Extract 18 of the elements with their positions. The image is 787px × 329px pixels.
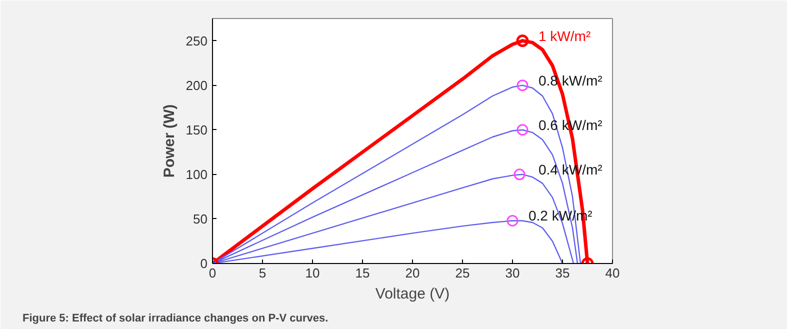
x-tick-label: 35 [555,266,570,280]
x-tick-label: 20 [405,266,420,280]
series-label: 1 kW/m² [538,28,591,44]
y-tick-label: 150 [186,122,208,138]
y-tick-label: 100 [186,166,208,182]
y-axis-title: Power (W) [160,104,178,178]
x-tick-label: 40 [605,266,620,280]
x-axis-title: Voltage (V) [375,286,450,302]
y-tick-label: 250 [186,33,208,48]
x-tick-label: 25 [455,266,470,280]
x-tick-label: 15 [355,266,370,280]
y-tick-label: 50 [193,211,208,226]
caption: Figure 5: Effect of solar irradiance changes on P-V curves. [22,312,328,324]
x-tick-label: 30 [505,266,520,280]
x-tick-label: 5 [258,266,266,280]
y-tick-label: 200 [186,78,208,93]
x-tick-label: 10 [305,266,320,280]
y-tick-label: 0 [200,256,208,271]
